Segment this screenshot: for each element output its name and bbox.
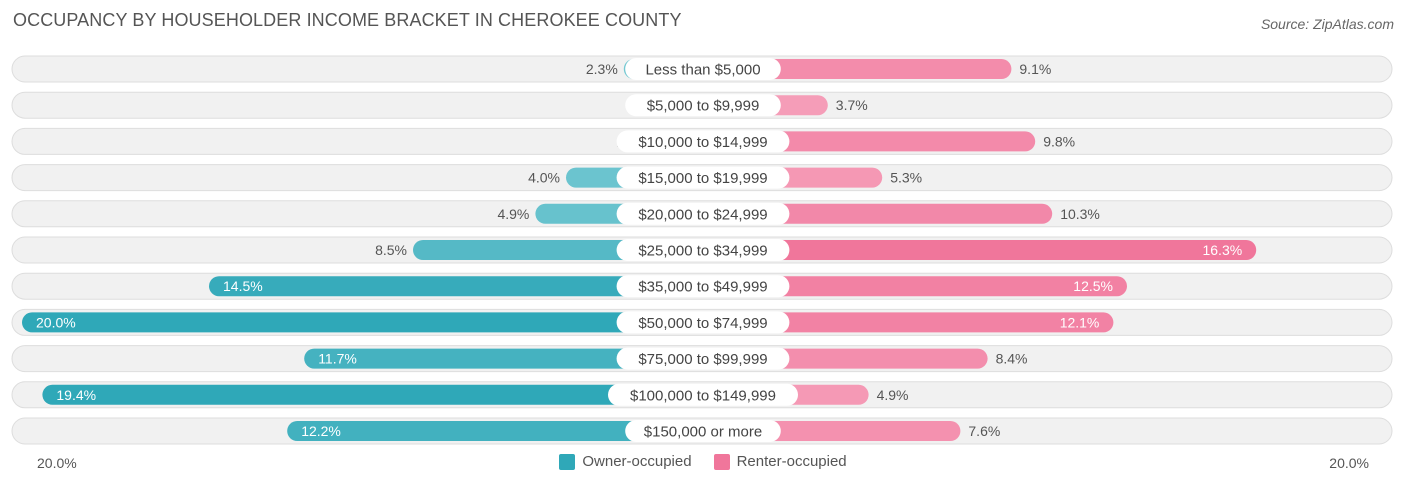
axis-right-label: 20.0% <box>1329 455 1369 471</box>
category-label: $35,000 to $49,999 <box>638 279 767 296</box>
owner-bar <box>304 348 702 369</box>
owner-bar <box>42 384 702 405</box>
category-pill <box>616 130 790 153</box>
legend-label-renter: Renter-occupied <box>736 453 847 470</box>
renter-value-label: 7.6% <box>968 423 1000 439</box>
renter-value-label: 10.3% <box>1060 206 1100 222</box>
owner-value-label: 11.7% <box>318 351 357 367</box>
category-pill <box>616 347 790 370</box>
chart-title: OCCUPANCY BY HOUSEHOLDER INCOME BRACKET … <box>13 10 682 30</box>
renter-value-label: 5.3% <box>890 170 922 186</box>
category-label: $100,000 to $149,999 <box>630 387 776 404</box>
axis-left-label: 20.0% <box>37 455 77 471</box>
category-pill <box>625 94 781 117</box>
legend: Owner-occupied Renter-occupied <box>0 453 1406 470</box>
owner-value-label: 4.0% <box>528 170 560 186</box>
owner-bar <box>209 276 702 297</box>
source-note: Source: ZipAtlas.com <box>1260 16 1394 32</box>
renter-value-label: 16.3% <box>1202 242 1242 258</box>
legend-swatch-owner <box>559 453 576 470</box>
owner-bar <box>22 312 702 333</box>
renter-value-label: 4.9% <box>877 387 909 403</box>
category-label: $15,000 to $19,999 <box>638 170 767 187</box>
renter-value-label: 12.1% <box>1060 314 1100 330</box>
category-label: $20,000 to $24,999 <box>638 206 767 223</box>
category-pill <box>625 420 781 442</box>
legend-item-renter: Renter-occupied <box>713 453 847 470</box>
renter-value-label: 8.4% <box>996 351 1028 367</box>
renter-bar <box>702 203 1053 224</box>
renter-bar <box>702 276 1127 297</box>
category-pill <box>616 275 790 298</box>
category-label: $5,000 to $9,999 <box>647 98 760 115</box>
category-label: $75,000 to $99,999 <box>638 351 767 368</box>
category-pill <box>616 311 790 334</box>
category-pill <box>625 58 781 80</box>
renter-value-label: 9.8% <box>1043 133 1075 149</box>
owner-value-label: 8.5% <box>375 242 407 258</box>
renter-value-label: 3.7% <box>836 97 868 113</box>
owner-value-label: 20.0% <box>36 314 76 330</box>
owner-value-label: 12.2% <box>301 423 341 439</box>
legend-swatch-renter <box>713 453 730 470</box>
renter-bar <box>702 312 1114 333</box>
category-pill <box>616 239 790 261</box>
category-label: $50,000 to $74,999 <box>638 315 767 332</box>
renter-value-label: 12.5% <box>1073 278 1113 294</box>
owner-value-label: 19.4% <box>56 387 96 403</box>
category-label: $10,000 to $14,999 <box>638 134 767 151</box>
owner-bar <box>287 421 702 441</box>
category-label: $25,000 to $34,999 <box>638 243 767 260</box>
owner-value-label: 2.3% <box>586 61 618 77</box>
legend-item-owner: Owner-occupied <box>559 453 692 470</box>
category-label: Less than $5,000 <box>645 62 760 79</box>
owner-value-label: 14.5% <box>223 278 263 294</box>
renter-value-label: 9.1% <box>1019 61 1051 77</box>
renter-bar <box>702 240 1257 260</box>
legend-label-owner: Owner-occupied <box>582 453 692 470</box>
owner-value-label: 4.9% <box>497 206 529 222</box>
category-pill <box>608 383 798 406</box>
category-pill <box>616 202 790 225</box>
category-label: $150,000 or more <box>644 424 762 441</box>
category-pill <box>616 166 790 189</box>
